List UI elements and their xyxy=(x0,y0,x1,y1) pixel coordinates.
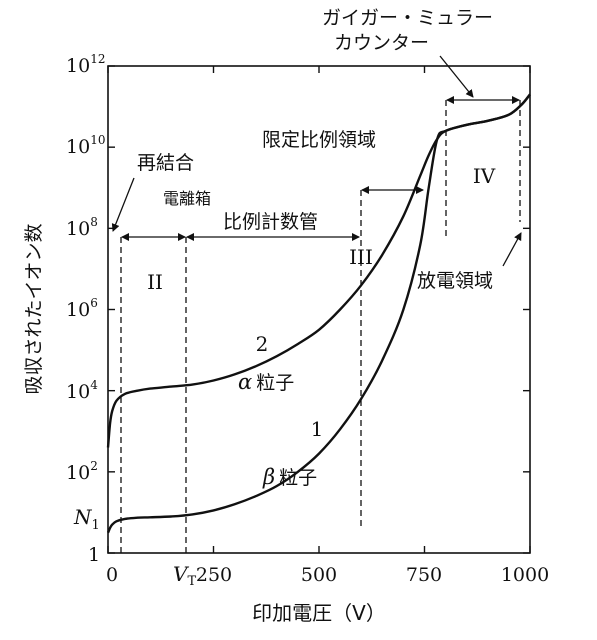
x-axis-label: 印加電圧（V） xyxy=(252,601,386,625)
y-tick-label-1e2: 102 xyxy=(66,459,98,484)
y-axis-label: 吸収されたイオン数 xyxy=(23,223,45,394)
arrow-recombination xyxy=(111,177,135,232)
series-label-beta: β 粒子 xyxy=(262,465,317,489)
label-proportional-counter: 比例計数管 xyxy=(223,211,318,233)
y-tick-label-1e10: 1010 xyxy=(66,133,105,158)
arrow-geiger-pointer xyxy=(439,55,474,98)
y-tick-label-1e8: 108 xyxy=(66,215,98,240)
series-number-beta: 1 xyxy=(311,417,324,441)
series-label-alpha: α 粒子 xyxy=(238,370,294,394)
series-number-alpha: 2 xyxy=(256,332,269,356)
label-discharge: 放電領域 xyxy=(417,270,493,292)
label-limited-proportional: 限定比例領域 xyxy=(262,129,376,151)
y-tick-label-1e12: 1012 xyxy=(66,52,105,77)
label-ionization-chamber: 電離箱 xyxy=(163,189,211,208)
x-tick-marks xyxy=(107,66,531,553)
numeral-ii: II xyxy=(147,270,163,294)
y-tick-label-1e4: 104 xyxy=(66,378,98,403)
label-geiger-muller-line1: ガイガー・ミュラー xyxy=(322,7,493,29)
series-line-beta xyxy=(106,93,531,534)
x-tick-label-250: 250 xyxy=(196,564,232,586)
x-tick-label-1000: 1000 xyxy=(501,564,549,586)
arrow-discharge xyxy=(502,232,522,267)
x-tick-label-750: 750 xyxy=(406,564,442,586)
x-tick-label-0: 0 xyxy=(106,564,118,586)
numeral-iii: III xyxy=(349,245,373,269)
y-tick-label-1e6: 106 xyxy=(66,296,98,321)
y-tick-label-1: 1 xyxy=(88,544,100,566)
y-tick-marks xyxy=(108,65,530,554)
label-geiger-muller-line2: カウンター xyxy=(334,32,429,54)
vt-label: VT xyxy=(173,562,196,589)
x-tick-label-500: 500 xyxy=(301,564,337,586)
n1-label: N1 xyxy=(73,505,100,533)
label-recombination: 再結合 xyxy=(137,152,194,174)
numeral-iv: IV xyxy=(473,164,496,188)
